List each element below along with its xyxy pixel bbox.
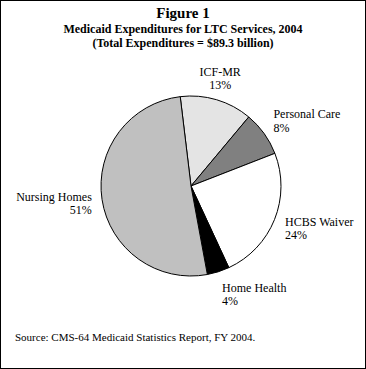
html-text:(Total Expenditures = $89.3 bi: (Total Expenditures = $89.3 billion): [92, 36, 274, 50]
html-text:Figure 1: Figure 1: [156, 5, 210, 21]
svg-text:ICF-MR13%: ICF-MR13%: [199, 65, 240, 92]
svg-text:HCBS Waiver24%: HCBS Waiver24%: [285, 215, 353, 242]
svg-text:Nursing Homes51%: Nursing Homes51%: [16, 190, 92, 217]
svg-text:Home Health4%: Home Health4%: [222, 281, 286, 308]
html-text:Source: CMS-64 Medicaid Statis: Source: CMS-64 Medicaid Statistics Repor…: [15, 331, 256, 343]
html-text:Medicaid Expenditures for LTC: Medicaid Expenditures for LTC Services, …: [63, 22, 303, 36]
svg-text:Personal Care8%: Personal Care8%: [273, 107, 340, 134]
